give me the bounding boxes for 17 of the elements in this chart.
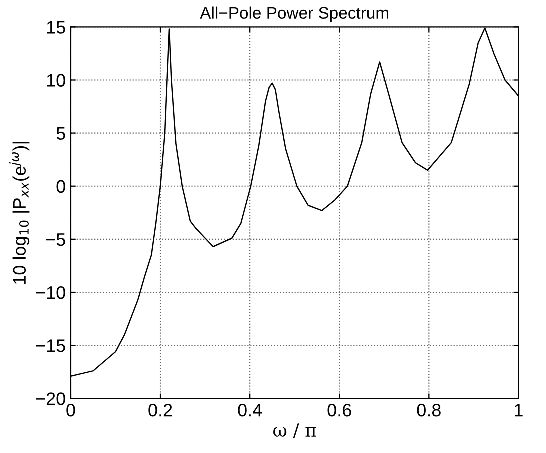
- y-tick-label: −10: [36, 286, 66, 300]
- x-tick-label: 0.2: [148, 404, 172, 417]
- y-tick-label: 0: [56, 180, 66, 194]
- x-tick-label: 0: [66, 404, 76, 417]
- x-tick-label: 0.6: [328, 404, 352, 417]
- chart-title: All−Pole Power Spectrum: [200, 6, 388, 22]
- y-tick-label: 10: [47, 74, 66, 87]
- y-tick-label: −15: [36, 340, 66, 352]
- x-tick-label: 0.8: [417, 404, 441, 417]
- y-axis-title: 10 log$_{10}$ |P$_{xx}$(e$^{jω}$)|: [9, 142, 30, 284]
- y-tick-label: 15: [47, 21, 66, 34]
- x-tick-label: 0.4: [238, 404, 262, 417]
- x-axis-title: ω / π: [274, 424, 316, 439]
- x-tick-label: 1: [515, 404, 523, 417]
- y-tick-label: −5: [46, 234, 66, 246]
- y-tick-label: 5: [56, 127, 66, 140]
- y-tick-label: −20: [36, 392, 66, 406]
